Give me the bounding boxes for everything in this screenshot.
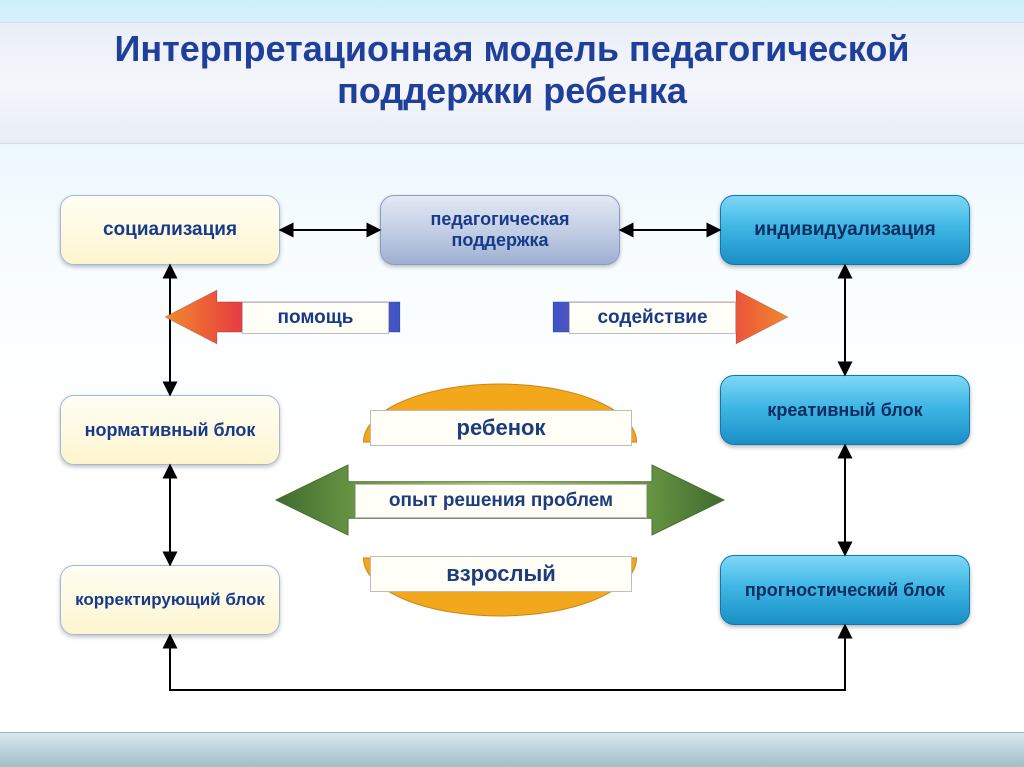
label-help: помощь: [242, 302, 389, 334]
label-child: ребенок: [370, 410, 632, 446]
horizon-band: [0, 732, 1024, 767]
arrows-layer: [0, 0, 1024, 767]
label-middle: опыт решения проблем: [355, 484, 647, 518]
label-adult: взрослый: [370, 556, 632, 592]
label-assist: содействие: [569, 302, 736, 334]
